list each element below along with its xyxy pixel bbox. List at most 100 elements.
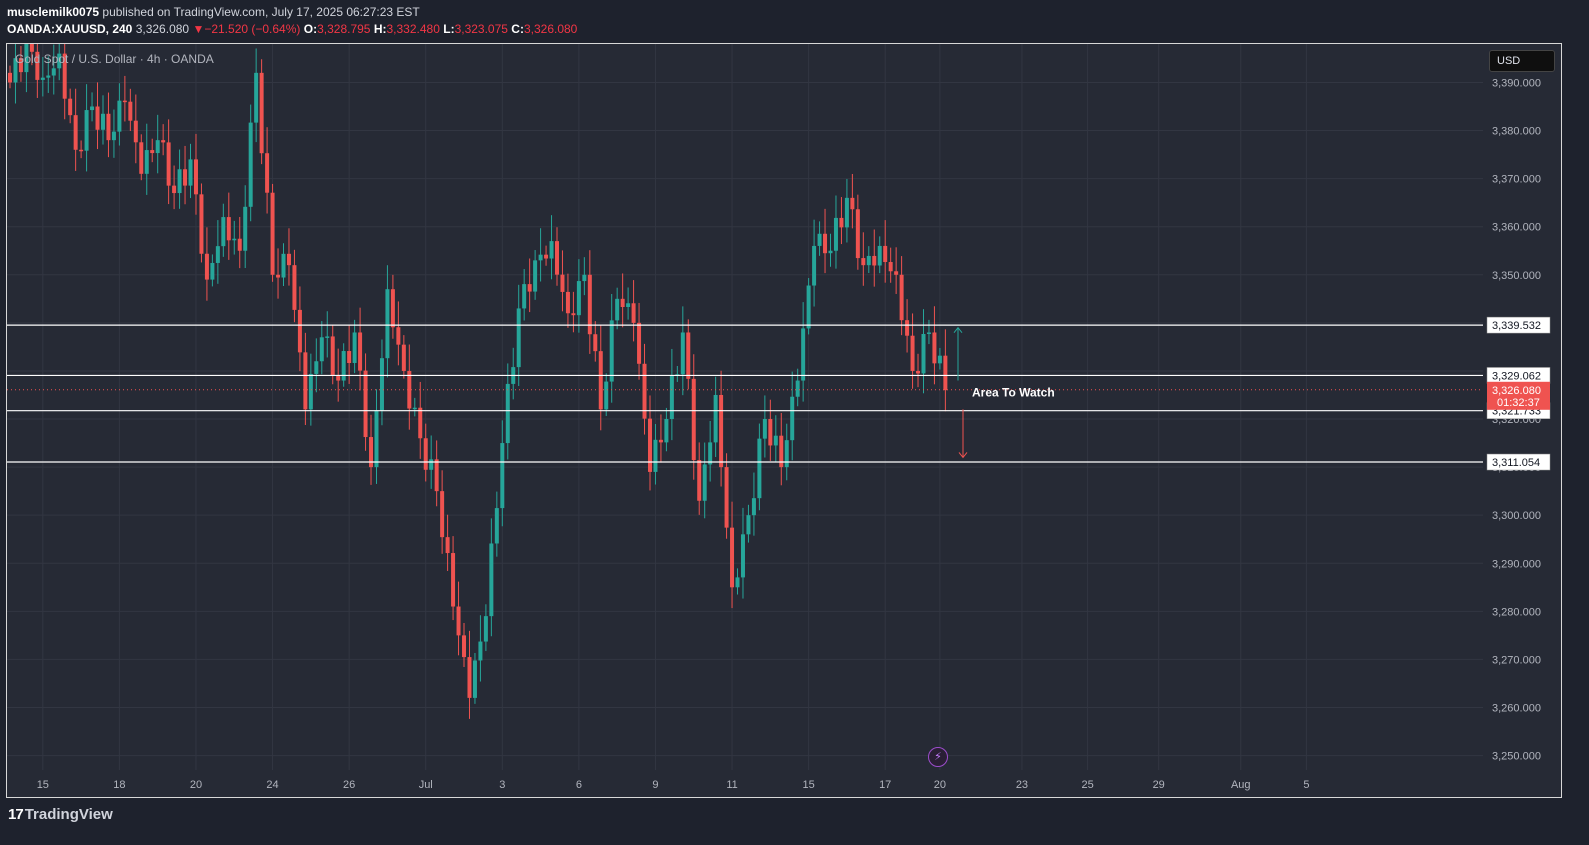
x-tick-label: 18	[113, 779, 125, 791]
x-tick-label: 9	[652, 779, 658, 791]
price-change: −21.520 (−0.64%)	[204, 22, 301, 36]
candle-body	[713, 394, 718, 443]
candle-body	[598, 351, 603, 410]
symbol-label[interactable]: OANDA:XAUUSD, 240	[7, 22, 133, 36]
candle-body	[812, 245, 817, 286]
candle-body	[150, 150, 155, 154]
current-price-label: 3,326.080	[1492, 385, 1541, 397]
candle-body	[423, 438, 428, 470]
candle-body	[784, 440, 789, 468]
candle-body	[894, 271, 899, 275]
candle-body	[347, 351, 352, 363]
candle-body	[259, 72, 264, 154]
candle-body	[363, 370, 368, 438]
candle-body	[855, 209, 860, 259]
price-chart[interactable]: Area To Watch 3,390.000 3,380.000 3,370.000…	[7, 44, 1561, 797]
candle-body	[626, 303, 631, 307]
candle-body	[57, 53, 62, 69]
candle-body	[46, 75, 51, 78]
currency-button[interactable]: USD	[1489, 50, 1555, 72]
candle-body	[817, 233, 822, 246]
candle-body	[555, 241, 559, 275]
candle-body	[943, 355, 948, 391]
candle-body	[850, 197, 855, 210]
candle-body	[456, 606, 461, 636]
x-tick-label: 6	[576, 779, 582, 791]
y-tick-label: 3,390.000	[1492, 77, 1541, 89]
candle-body	[516, 308, 521, 368]
candle-body	[576, 281, 581, 316]
x-tick-label: 25	[1081, 779, 1093, 791]
candle-body	[483, 616, 488, 642]
candle-body	[8, 72, 12, 83]
candle-body	[401, 344, 406, 371]
level-label: 3,339.532	[1492, 320, 1541, 332]
candle-body	[369, 437, 374, 468]
candle-body	[932, 332, 937, 364]
candle-body	[79, 149, 84, 152]
candle-body	[374, 410, 379, 468]
candle-body	[773, 435, 778, 446]
high-label: H:	[373, 22, 387, 36]
candle-body	[549, 241, 554, 259]
candle-body	[117, 100, 122, 132]
candle-body	[833, 217, 838, 251]
x-tick-label: 20	[190, 779, 202, 791]
candle-body	[762, 419, 767, 439]
candle-body	[13, 58, 18, 83]
candle-body	[325, 336, 330, 338]
level-label: 3,311.054	[1492, 457, 1540, 469]
x-tick-label: 5	[1303, 779, 1309, 791]
tradingview-logo[interactable]: 17 TradingView	[8, 806, 113, 823]
author-name[interactable]: musclemilk0075	[7, 5, 100, 19]
candle-body	[385, 289, 390, 359]
candle-body	[544, 254, 549, 259]
candle-body	[806, 285, 811, 329]
candle-body	[133, 120, 138, 143]
candle-body	[735, 577, 740, 588]
candle-body	[155, 140, 160, 154]
candle-body	[144, 150, 149, 174]
candle-body	[319, 337, 324, 362]
chart-area[interactable]: Area To Watch 3,390.000 3,380.000 3,370.000…	[6, 43, 1562, 798]
candle-body	[472, 660, 477, 698]
candle-body	[303, 352, 308, 410]
candle-body	[604, 381, 609, 410]
candle-body	[730, 527, 735, 588]
candle-body	[412, 407, 417, 410]
publish-info: musclemilk0075 published on TradingView.…	[7, 5, 420, 19]
candle-body	[839, 217, 844, 228]
tradingview-logo-mark: 17	[8, 806, 24, 823]
candle-body	[286, 253, 291, 266]
candle-body	[697, 460, 702, 501]
candle-body	[560, 274, 565, 292]
candle-body	[68, 98, 73, 116]
close-value: 3,326.080	[523, 22, 578, 36]
candle-body	[254, 72, 259, 123]
instrument-title: Gold Spot / U.S. Dollar · 4h · OANDA	[15, 52, 214, 66]
candle-body	[237, 238, 242, 251]
candle-body	[166, 142, 171, 186]
candle-body	[341, 351, 346, 381]
candle-body	[128, 101, 133, 121]
candle-body	[620, 298, 625, 307]
candle-body	[106, 113, 111, 141]
candle-body	[746, 515, 751, 535]
lightning-icon[interactable]: ⚡	[928, 747, 948, 767]
candle-body	[248, 122, 253, 207]
candle-body	[84, 110, 89, 151]
y-tick-label: 3,370.000	[1492, 174, 1541, 186]
candle-body	[883, 245, 888, 263]
candle-body	[51, 68, 56, 76]
candle-body	[204, 253, 209, 280]
candle-body	[795, 380, 800, 397]
candle-body	[281, 253, 286, 278]
y-tick-label: 3,250.000	[1492, 751, 1541, 763]
x-tick-label: 26	[343, 779, 355, 791]
candle-body	[440, 491, 445, 538]
candle-body	[24, 44, 29, 73]
y-tick-label: 3,290.000	[1492, 558, 1541, 570]
level-label-box	[1486, 453, 1551, 471]
candle-body	[844, 197, 849, 228]
candle-body	[308, 373, 313, 410]
